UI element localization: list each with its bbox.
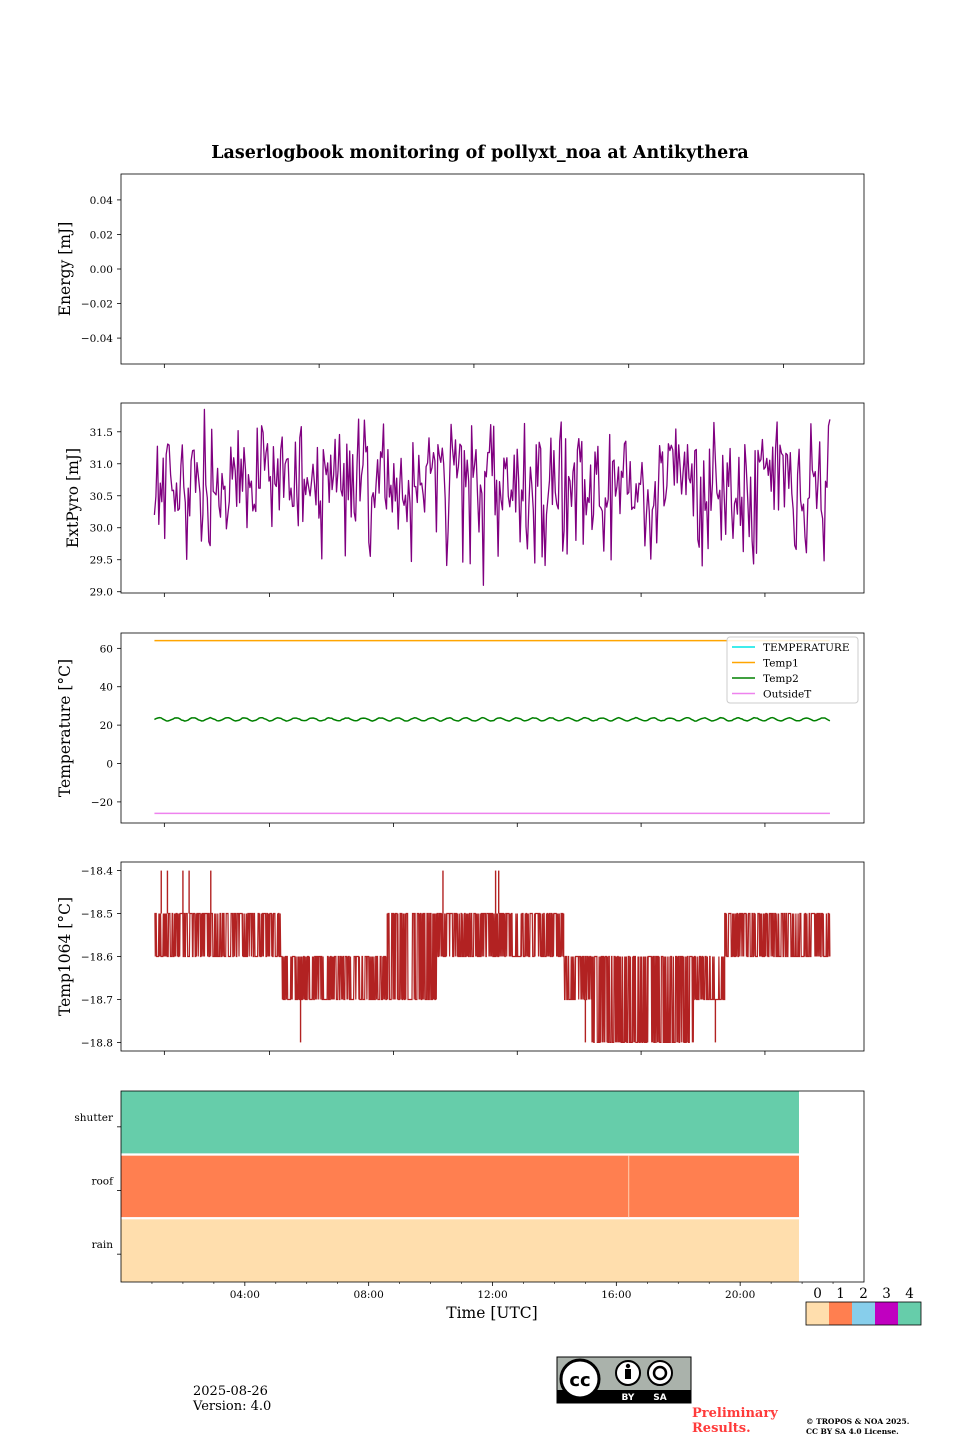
x-axis-label: Time [UTC] — [446, 1304, 537, 1322]
chart-title: Laserlogbook monitoring of pollyxt_noa a… — [211, 143, 749, 163]
ytick-label: 29.0 — [90, 587, 113, 599]
footer-version: Version: 4.0 — [193, 1399, 272, 1414]
footer-date: 2025-08-26 — [193, 1384, 268, 1399]
copyright-note: © TROPOS & NOA 2025. CC BY SA 4.0 Licens… — [806, 1417, 909, 1437]
license-by-label: BY — [622, 1393, 635, 1403]
ytick-label: −18.8 — [81, 1037, 113, 1049]
colorbar-frame — [805, 1301, 922, 1326]
legend-label: Temp2 — [763, 673, 799, 685]
cc-by-sa-icon: cc BY SA — [556, 1356, 692, 1404]
status-row-label-shutter: shutter — [74, 1112, 114, 1124]
series-extpyro — [153, 408, 831, 586]
preliminary-line1: Preliminary — [692, 1406, 778, 1421]
ytick-label: −18.7 — [81, 994, 113, 1006]
status-bar-rain — [121, 1219, 799, 1282]
legend-label: TEMPERATURE — [763, 642, 850, 654]
y-axis-label: Temperature [°C] — [56, 659, 74, 797]
xtick-label: 08:00 — [354, 1289, 384, 1301]
ytick-label: 31.0 — [90, 459, 113, 471]
ytick-label: 40 — [100, 682, 113, 694]
colorbar-label: 3 — [882, 1286, 891, 1302]
ytick-label: −0.04 — [81, 333, 113, 345]
panel-frame — [120, 402, 865, 594]
colorbar-label: 0 — [813, 1286, 822, 1302]
ytick-label: 30.5 — [90, 491, 113, 503]
ytick-label: 0 — [106, 759, 113, 771]
colorbar-swatch — [806, 1302, 829, 1325]
ytick-label: 20 — [100, 720, 113, 732]
plot-area — [153, 408, 831, 586]
panel-4: −18.4 −18.5 −18.6 −18.7 −18.8 Temp1064 [°C] — [56, 861, 865, 1055]
preliminary-results-note: Preliminary Results. — [692, 1406, 778, 1436]
legend-box — [726, 636, 859, 704]
xtick-label: 04:00 — [230, 1289, 260, 1301]
panel-5: shutter roof rain 04:00 08:00 12:00 16:00 20:00 — [74, 1090, 865, 1301]
colorbar-label: 1 — [836, 1286, 845, 1302]
status-bar-shutter — [121, 1091, 799, 1154]
status-row-label-rain: rain — [92, 1239, 114, 1251]
series-temp2 — [154, 716, 831, 722]
colorbar-label: 4 — [905, 1286, 914, 1302]
ytick-label: 0.00 — [90, 264, 113, 276]
colorbar-swatch — [829, 1302, 852, 1325]
ytick-label: −18.6 — [81, 952, 113, 964]
y-axis-label: Temp1064 [°C] — [56, 897, 74, 1016]
series-temp1064 — [154, 912, 831, 1043]
colorbar-swatch — [898, 1302, 921, 1325]
colorbar-label: 2 — [859, 1286, 868, 1302]
ytick-label: 60 — [100, 643, 113, 655]
legend-label: Temp1 — [763, 658, 799, 670]
footer-date-version: 2025-08-26 Version: 4.0 — [193, 1384, 271, 1414]
panel-frame — [120, 173, 865, 365]
legend: TEMPERATURE Temp1 Temp2 OutsideT — [726, 636, 859, 704]
ytick-label: −18.4 — [81, 866, 113, 878]
legend-label: OutsideT — [763, 689, 811, 701]
status-bar-roof — [121, 1155, 799, 1218]
status-row-label-roof: roof — [91, 1176, 114, 1188]
panel-1: 0.04 0.02 0.00 −0.02 −0.04 Energy [mJ] — [56, 173, 865, 368]
ytick-label: −18.5 — [81, 909, 113, 921]
panel-2: 29.0 29.5 30.0 30.5 31.0 31.5 ExtPyro [mJ] — [64, 402, 865, 599]
copyright-line2: CC BY SA 4.0 License. — [806, 1427, 899, 1436]
ytick-label: 30.0 — [90, 523, 113, 535]
svg-text:cc: cc — [569, 1370, 590, 1391]
plot-area — [154, 639, 831, 815]
ytick-label: 31.5 — [90, 427, 113, 439]
xtick-label: 12:00 — [477, 1289, 507, 1301]
ytick-label: 0.02 — [90, 229, 113, 241]
panel-3: −20 0 20 40 60 Temperature [°C] TEMPERATURE Tem… — [56, 632, 865, 827]
y-axis-label: Energy [mJ] — [56, 222, 74, 317]
xtick-label: 16:00 — [601, 1289, 631, 1301]
colorbar-swatch — [852, 1302, 875, 1325]
license-sa-label: SA — [653, 1393, 666, 1403]
xtick-label: 20:00 — [725, 1289, 755, 1301]
ytick-label: 29.5 — [90, 555, 113, 567]
copyright-line1: © TROPOS & NOA 2025. — [806, 1417, 910, 1426]
ytick-label: −0.02 — [81, 299, 113, 311]
ytick-label: −20 — [91, 797, 113, 809]
plot-area — [154, 870, 831, 1043]
colorbar-swatch — [875, 1302, 898, 1325]
y-axis-label: ExtPyro [mJ] — [64, 448, 82, 548]
ytick-label: 0.04 — [90, 195, 114, 207]
preliminary-line2: Results. — [692, 1421, 751, 1436]
panel-frame — [120, 632, 865, 824]
